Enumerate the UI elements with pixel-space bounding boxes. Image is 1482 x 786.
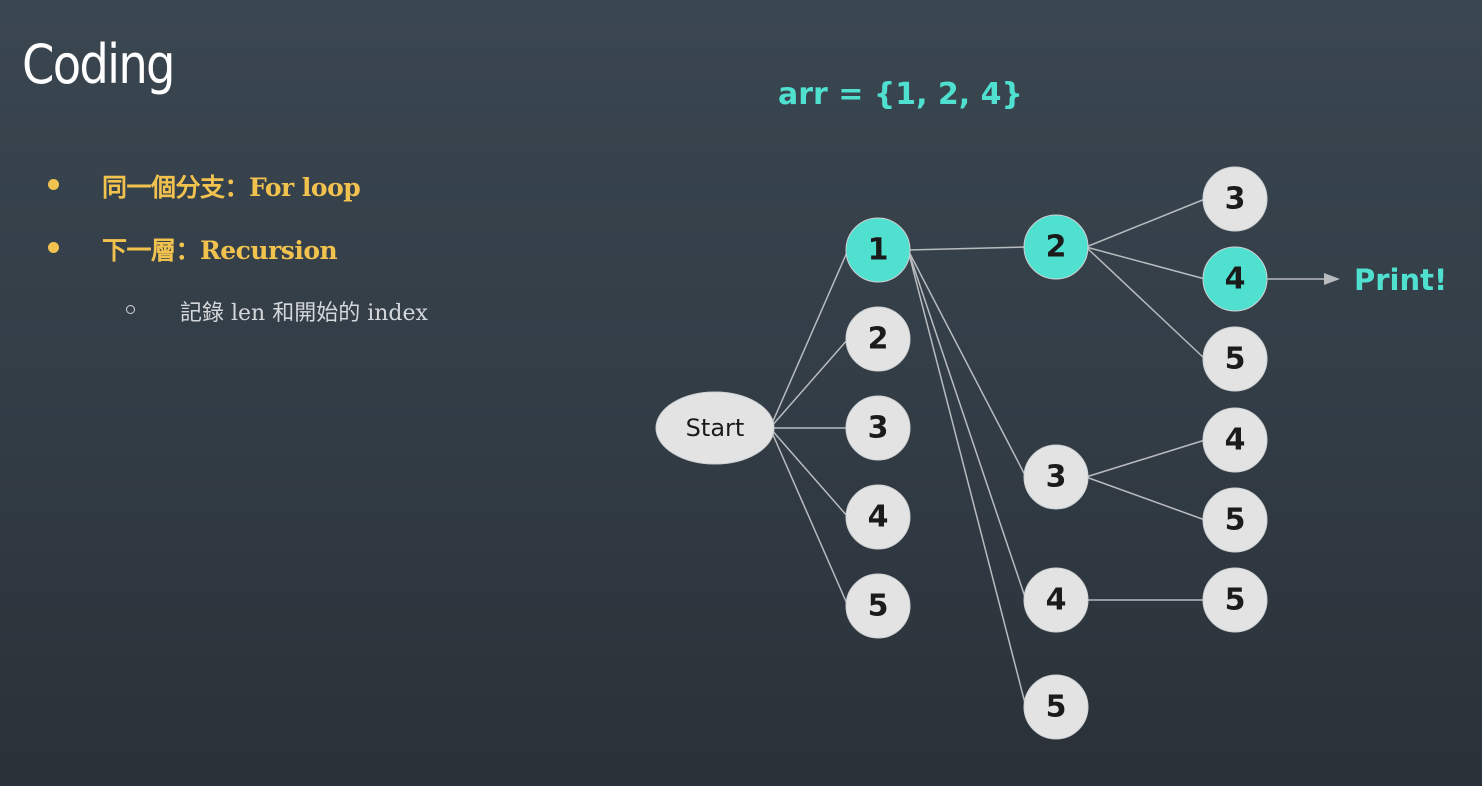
tree-edge-l1_1-l2_3	[907, 249, 1027, 478]
tree-node-shape	[845, 573, 911, 639]
tree-node-shape	[845, 217, 911, 283]
tree-node-label: 5	[868, 589, 889, 624]
tree-node-label: 2	[1046, 230, 1067, 265]
tree-node-label: 2	[868, 322, 889, 357]
print-label: Print!	[1354, 263, 1447, 297]
tree-node-label: 3	[868, 411, 889, 446]
tree-edges	[769, 198, 1206, 708]
tree-node-label: 4	[1225, 262, 1246, 297]
tree-node-shape	[655, 391, 775, 465]
tree-edge-start-l1_2	[769, 338, 849, 429]
bullet-item-for-loop: 同一個分支：For loop	[102, 168, 361, 204]
tree-node-label: Start	[686, 414, 745, 442]
sub-bullet-text: 記錄 len 和開始的 index	[180, 301, 428, 326]
tree-node-label: 1	[868, 233, 889, 268]
bullet-item-recursion: 下一層：Recursion	[102, 231, 338, 267]
tree-node-l2_5: 5	[1023, 674, 1089, 740]
tree-node-shape	[1023, 214, 1089, 280]
bullet-text: 下一層：Recursion	[102, 236, 338, 265]
tree-node-shape	[1202, 407, 1268, 473]
tree-node-l3_3a: 3	[1202, 166, 1268, 232]
tree-edge-l2_3-l3_4b	[1085, 439, 1206, 478]
tree-node-shape	[1202, 166, 1268, 232]
bullet-dot-icon	[48, 179, 59, 190]
slide-title: Coding	[22, 33, 176, 96]
tree-edge-l2_2-l3_4a	[1085, 246, 1206, 280]
bullet-dot-icon	[48, 242, 59, 253]
tree-edge-l1_1-l2_4	[907, 249, 1027, 601]
tree-edge-start-l1_1	[769, 249, 849, 429]
tree-node-label: 5	[1225, 583, 1246, 618]
tree-edge-l2_2-l3_3a	[1085, 198, 1206, 248]
tree-node-l1_2: 2	[845, 306, 911, 372]
tree-node-label: 5	[1225, 342, 1246, 377]
tree-node-shape	[1023, 567, 1089, 633]
tree-node-shape	[845, 484, 911, 550]
sub-bullet-item: 記錄 len 和開始的 index	[180, 295, 428, 327]
tree-node-l3_5c: 5	[1202, 567, 1268, 633]
tree-edge-start-l1_5	[769, 427, 849, 607]
tree-edge-l1_1-l2_2	[907, 246, 1027, 251]
tree-node-l3_5b: 5	[1202, 487, 1268, 553]
tree-node-l1_5: 5	[845, 573, 911, 639]
tree-node-shape	[1202, 487, 1268, 553]
tree-node-label: 4	[868, 500, 889, 535]
tree-node-l3_4b: 4	[1202, 407, 1268, 473]
tree-node-l2_3: 3	[1023, 444, 1089, 510]
tree-edge-start-l1_4	[769, 427, 849, 518]
tree-node-shape	[1202, 567, 1268, 633]
tree-nodes: Start 1 2 3 4 5 2 3 4 5 3 4 5 4 5 5	[655, 166, 1268, 740]
tree-node-label: 4	[1046, 583, 1067, 618]
tree-node-label: 3	[1225, 182, 1246, 217]
tree-node-shape	[1023, 444, 1089, 510]
tree-node-label: 3	[1046, 460, 1067, 495]
sub-bullet-circle-icon	[126, 305, 135, 314]
tree-node-shape	[1202, 326, 1268, 392]
array-label: arr = {1, 2, 4}	[778, 77, 1023, 112]
tree-node-l1_1: 1	[845, 217, 911, 283]
tree-node-shape	[845, 306, 911, 372]
arrow-right-icon	[1324, 273, 1340, 285]
tree-node-l2_2: 2	[1023, 214, 1089, 280]
tree-edge-l2_2-l3_5a	[1085, 246, 1206, 360]
tree-node-l2_4: 4	[1023, 567, 1089, 633]
tree-node-shape	[845, 395, 911, 461]
tree-node-label: 5	[1046, 690, 1067, 725]
tree-node-label: 5	[1225, 503, 1246, 538]
bullet-text: 同一個分支：For loop	[102, 173, 361, 202]
tree-node-label: 4	[1225, 423, 1246, 458]
tree-edge-l1_1-l2_5	[907, 249, 1027, 708]
tree-node-l1_3: 3	[845, 395, 911, 461]
tree-node-l3_4a: 4	[1202, 246, 1268, 312]
tree-edge-l2_3-l3_5b	[1085, 476, 1206, 521]
tree-node-start: Start	[655, 391, 775, 465]
tree-node-shape	[1023, 674, 1089, 740]
tree-node-l1_4: 4	[845, 484, 911, 550]
tree-node-l3_5a: 5	[1202, 326, 1268, 392]
